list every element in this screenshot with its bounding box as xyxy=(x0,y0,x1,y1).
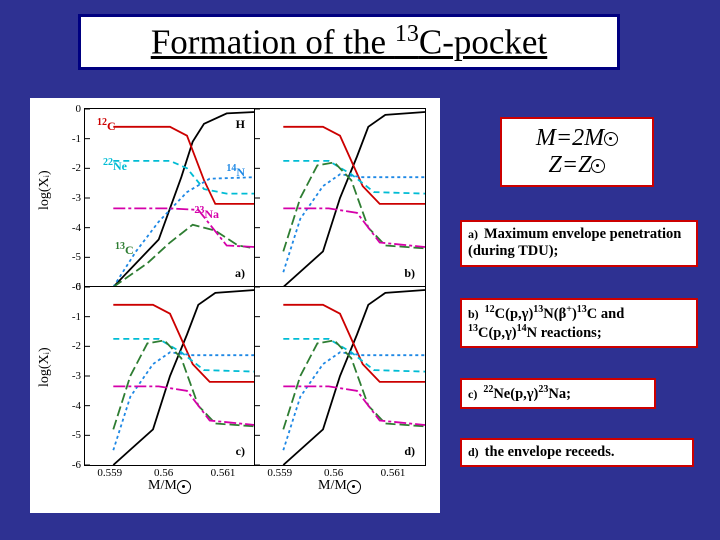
species-label-14n: 14N xyxy=(226,163,245,180)
panel-label: d) xyxy=(404,444,415,459)
annotation-tag: d) xyxy=(468,445,479,459)
annotation-text: the envelope receeds. xyxy=(485,444,615,460)
panel-d: d) 0.5590.560.561 xyxy=(254,286,426,466)
species-label-13c: 13C xyxy=(115,241,134,258)
plot-b xyxy=(255,109,425,287)
plot-d xyxy=(255,287,425,465)
annotation-text: Maximum envelope penetration (during TDU… xyxy=(468,226,681,259)
model-params-box: M=2M Z=Z xyxy=(500,117,654,187)
panel-label: b) xyxy=(404,266,415,281)
abundance-profile-chart: log(Xᵢ) log(Xᵢ) 12C H 22Ne 14N 23Na 13C … xyxy=(30,98,440,513)
x-axis-label: M/M xyxy=(148,478,187,494)
page-title: Formation of the 13C-pocket xyxy=(151,21,547,63)
x-axis-label: M/M xyxy=(318,478,357,494)
annotation-b: b)12C(p,γ)13N(β+)13C and 13C(p,γ)14N rea… xyxy=(460,298,698,348)
panel-label: a) xyxy=(235,266,245,281)
annotation-text: 22Ne(p,γ)23Na; xyxy=(483,386,571,402)
plot-a xyxy=(85,109,255,287)
mass-line: M=2M xyxy=(536,125,618,152)
annotation-text: 12C(p,γ)13N(β+)13C and 13C(p,γ)14N react… xyxy=(468,306,624,341)
annotation-tag: c) xyxy=(468,387,477,401)
plot-c xyxy=(85,287,255,465)
metallicity-line: Z=Z xyxy=(549,152,606,179)
y-axis-label: log(Xᵢ) xyxy=(37,192,53,210)
annotation-c: c) 22Ne(p,γ)23Na; xyxy=(460,378,656,409)
annotation-tag: b) xyxy=(468,307,479,321)
y-axis-label: log(Xᵢ) xyxy=(37,369,53,387)
annotation-tag: a) xyxy=(468,227,478,241)
panel-c: c) 0-1-2-3-4-5-60.5590.560.561 xyxy=(84,286,256,466)
species-label-h: H xyxy=(236,117,245,132)
panel-a: 12C H 22Ne 14N 23Na 13C a) 0-1-2-3-4-5-6 xyxy=(84,108,256,288)
title-box: Formation of the 13C-pocket xyxy=(78,14,620,70)
species-label-22ne: 22Ne xyxy=(103,157,127,174)
panel-label: c) xyxy=(236,444,245,459)
species-label-23na: 23Na xyxy=(194,205,219,222)
annotation-d: d) the envelope receeds. xyxy=(460,438,694,467)
species-label-12c: 12C xyxy=(97,117,116,134)
panel-b: b) xyxy=(254,108,426,288)
annotation-a: a)Maximum envelope penetration (during T… xyxy=(460,220,698,267)
